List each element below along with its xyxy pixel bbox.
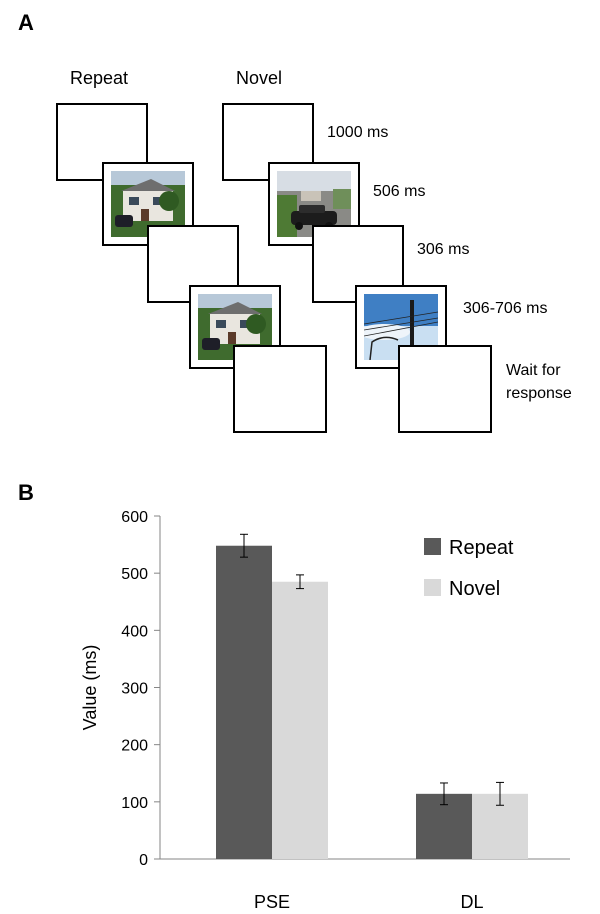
y-tick-label: 400 <box>121 623 148 640</box>
legend-swatch-repeat <box>424 538 441 555</box>
y-tick-label: 200 <box>121 738 148 755</box>
timing-fixation: 1000 ms <box>327 124 389 141</box>
timing-second-image: 306-706 ms <box>463 300 548 317</box>
error-bar-novel-dl <box>496 781 504 806</box>
error-bar-repeat-pse <box>240 533 248 558</box>
legend-label-repeat: Repeat <box>449 537 514 559</box>
timing-interval: 306 ms <box>417 241 470 258</box>
bar-repeat-pse <box>216 545 272 859</box>
timing-first-image: 506 ms <box>373 183 426 200</box>
bar-chart: 0 100 200 300 400 500 600 PSE DL Repeat Novel Va… <box>80 509 570 912</box>
repeat-column-heading: Repeat <box>70 68 129 88</box>
error-bar-repeat-dl <box>440 782 448 806</box>
legend-label-novel: Novel <box>449 578 500 600</box>
y-tick-label: 600 <box>121 509 148 526</box>
repeat-photo-frame-1 <box>102 162 194 246</box>
y-tick-label: 500 <box>121 566 148 583</box>
y-tick-label: 100 <box>121 795 148 812</box>
error-bar-novel-pse <box>296 574 304 590</box>
novel-column-heading: Novel <box>236 68 283 88</box>
y-axis-label: Value (ms) <box>80 645 100 731</box>
x-tick-label: PSE <box>254 892 290 912</box>
novel-blank-frame-3 <box>398 345 492 433</box>
bar-novel-pse <box>272 581 328 859</box>
y-tick-label: 0 <box>139 852 148 869</box>
panel-b-label: B <box>18 480 34 505</box>
repeat-blank-frame-3 <box>233 345 327 433</box>
timing-response: Wait for response <box>506 362 572 402</box>
x-tick-label: DL <box>460 892 483 912</box>
legend-swatch-novel <box>424 579 441 596</box>
panel-a-label: A <box>18 10 34 35</box>
y-tick-label: 300 <box>121 681 148 698</box>
